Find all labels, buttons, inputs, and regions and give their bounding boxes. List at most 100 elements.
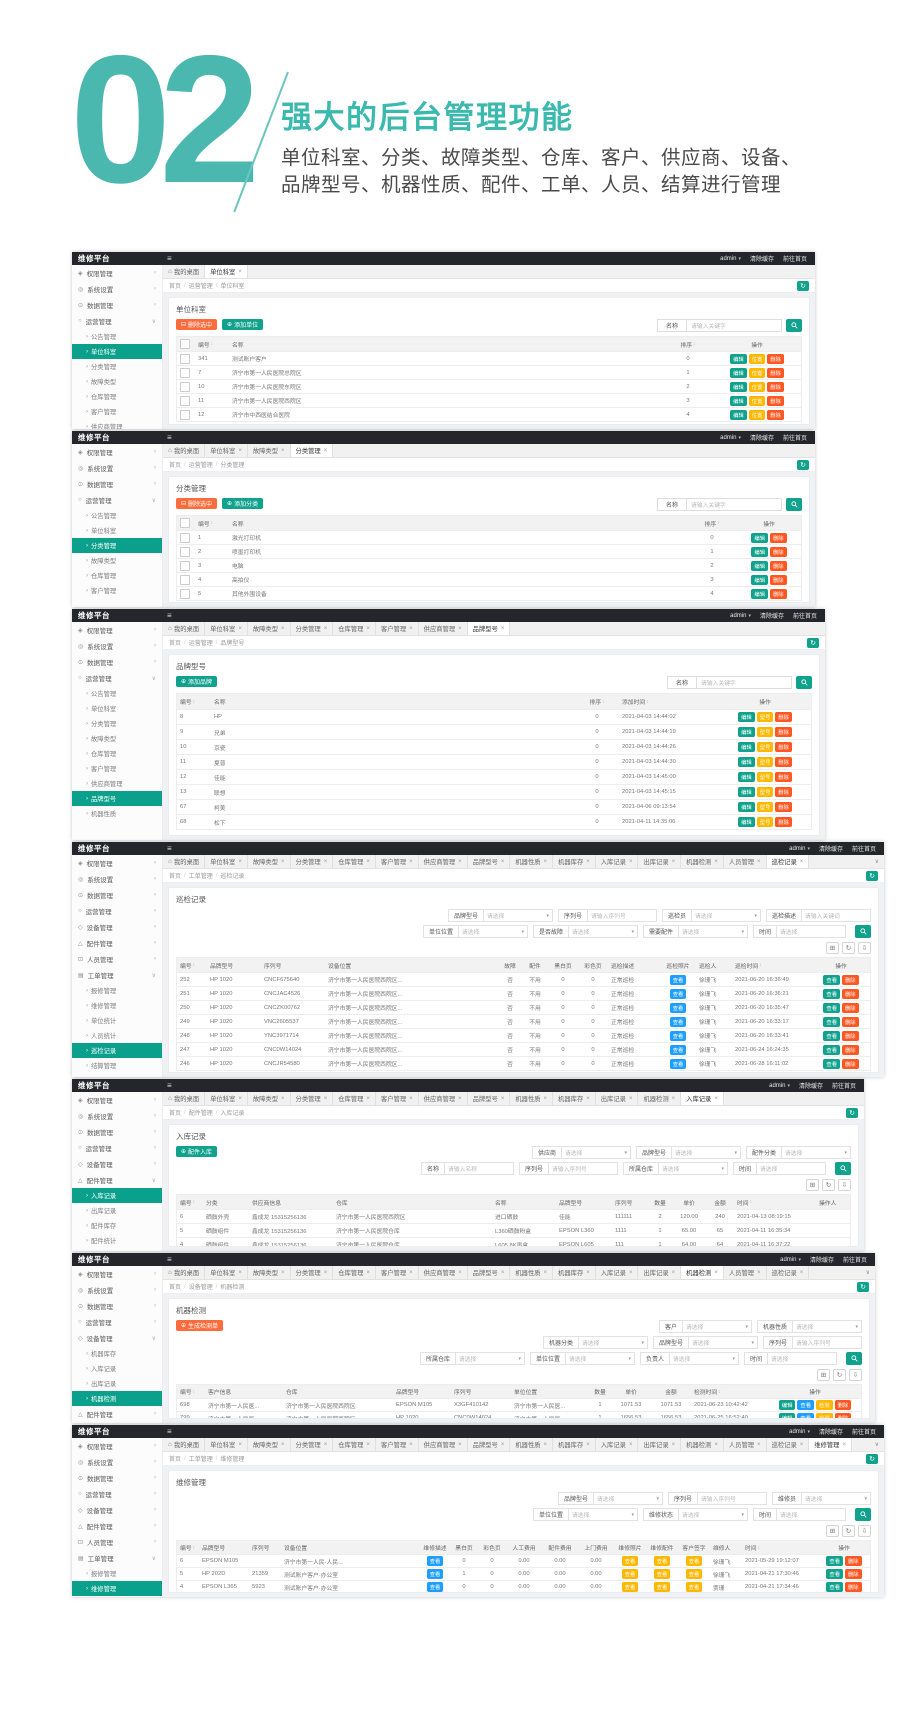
close-tab-icon[interactable]: × (714, 1441, 718, 1448)
toolbar-button[interactable]: ⊟ 删除选中 (176, 498, 218, 509)
filter-input[interactable]: 请选择 (756, 1162, 826, 1175)
view-badge[interactable]: 查看 (621, 1582, 639, 1592)
close-tab-icon[interactable]: × (799, 858, 804, 865)
sidebar-item[interactable]: › 出库记录 (72, 1376, 162, 1391)
sidebar-item[interactable]: › 故障类型 (72, 731, 162, 746)
row-action-button[interactable]: 位置 (748, 367, 766, 378)
sidebar-item[interactable]: › 客户管理 (72, 583, 162, 598)
breadcrumb-item[interactable]: 首页 (169, 874, 182, 880)
sidebar-item[interactable]: ○ 运营管理 ‹ (72, 1486, 162, 1502)
tab[interactable]: 单位科室 × (205, 265, 248, 278)
row-action-button[interactable]: 删除 (842, 1030, 859, 1041)
filter-input[interactable]: 请输入关键词 (801, 909, 871, 922)
close-tab-icon[interactable]: × (238, 858, 242, 865)
tabs-overflow-icon[interactable]: ∨ (874, 859, 879, 865)
sidebar-item[interactable]: ▤ 工单管理 ∨ (72, 967, 162, 983)
export-button[interactable]: ⇩ (838, 1179, 851, 1191)
tab[interactable]: 分类管理 × (290, 444, 334, 457)
breadcrumb-item[interactable]: 配件管理 (188, 1111, 213, 1117)
row-action-button[interactable]: 查看 (823, 988, 840, 999)
sidebar-item[interactable]: ◎ 系统设置 ‹ (72, 460, 162, 476)
search-button[interactable] (786, 498, 802, 511)
sidebar-item[interactable]: › 维修管理 (72, 998, 162, 1013)
close-tab-icon[interactable]: × (238, 625, 242, 632)
clear-cache-link[interactable]: 清除缓存 (818, 1430, 843, 1436)
row-action-button[interactable]: 删除 (767, 367, 784, 378)
go-home-link[interactable]: 前往首页 (842, 1258, 867, 1264)
close-tab-icon[interactable]: × (757, 1441, 761, 1448)
tab[interactable]: ⌂ 我的桌面 (163, 1266, 206, 1279)
sort-icon[interactable]: ↕ (192, 1544, 196, 1551)
user-menu[interactable]: admin ▾ (789, 846, 810, 852)
breadcrumb-item[interactable]: 首页 (169, 641, 182, 647)
view-badge[interactable]: 查看 (426, 1569, 444, 1579)
reload-button[interactable]: ↻ (822, 1179, 835, 1191)
sidebar-item[interactable]: › 分类管理 (72, 359, 162, 374)
tab[interactable]: ⌂ 我的桌面 (163, 1438, 206, 1451)
sidebar-item[interactable]: › 机器库存 (72, 1346, 162, 1361)
sort-icon[interactable]: ↕ (192, 698, 196, 705)
view-badge[interactable]: 查看 (653, 1556, 671, 1566)
sidebar-item[interactable]: ›单位统计 (72, 1013, 162, 1028)
tab[interactable]: 分类管理 × (290, 855, 334, 868)
sidebar-item[interactable]: ◇ 设备管理 ∨ (72, 1330, 162, 1346)
row-action-button[interactable]: 编辑 (738, 817, 755, 827)
close-tab-icon[interactable]: × (799, 1441, 804, 1448)
row-action-button[interactable]: 删除 (834, 1413, 852, 1418)
tab[interactable]: 品牌型号 × (467, 622, 511, 635)
sort-icon[interactable]: ↕ (759, 962, 762, 968)
tab[interactable]: 分类管理 × (290, 1092, 334, 1105)
tab[interactable]: ⌂ 我的桌面 (163, 855, 206, 868)
filter-select[interactable]: 请选择 ▾ (577, 1336, 648, 1349)
sort-icon[interactable]: ↕ (210, 520, 214, 526)
filter-select[interactable]: 请选择 ▾ (801, 1492, 871, 1505)
filter-select[interactable]: 请选择 ▾ (564, 1352, 635, 1365)
close-tab-icon[interactable]: × (409, 1095, 413, 1102)
tab[interactable]: 故障类型 × (247, 444, 291, 457)
breadcrumb-item[interactable]: 运营管理 (188, 463, 213, 469)
row-action-button[interactable]: 删除 (775, 742, 792, 752)
row-action-button[interactable]: 删除 (770, 574, 787, 585)
row-action-button[interactable]: 编辑 (738, 712, 755, 722)
search-input[interactable]: 请输入关键字 (686, 319, 782, 332)
sidebar-item[interactable]: ⊙ 数据管理 ‹ (72, 1470, 162, 1486)
row-action-button[interactable]: 位置 (748, 353, 766, 364)
toolbar-button[interactable]: ⊕ 生成检测单 (176, 1320, 224, 1331)
export-button[interactable]: ⇩ (849, 1369, 862, 1381)
row-action-button[interactable]: 删除 (842, 974, 859, 985)
filter-input[interactable]: 请选择 (776, 925, 846, 938)
sidebar-item[interactable]: ◈ 权限管理 ‹ (72, 622, 162, 638)
filter-select[interactable]: 请选择 ▾ (457, 925, 528, 938)
row-action-button[interactable]: 编辑 (738, 802, 755, 812)
close-tab-icon[interactable]: × (500, 1095, 505, 1102)
go-home-link[interactable]: 前往首页 (851, 847, 876, 853)
tab[interactable]: 机器性质 × (510, 855, 554, 868)
filter-select[interactable]: 请选择 ▾ (482, 909, 553, 922)
sidebar-item[interactable]: › 故障类型 (72, 374, 162, 389)
sidebar-item[interactable]: › 单位科室 (72, 344, 162, 359)
close-tab-icon[interactable]: × (586, 1441, 590, 1448)
close-tab-icon[interactable]: × (238, 447, 242, 454)
row-checkbox[interactable] (180, 546, 190, 557)
view-badge[interactable]: 查看 (669, 1002, 687, 1013)
close-tab-icon[interactable]: × (500, 1269, 505, 1276)
user-menu[interactable]: admin ▾ (769, 1083, 790, 1089)
breadcrumb-item[interactable]: 工单管理 (188, 874, 213, 880)
sidebar-item[interactable]: ◎ 系统设置 ‹ (72, 281, 162, 297)
close-tab-icon[interactable]: × (409, 858, 413, 865)
filter-input[interactable]: 请输入序列号 (792, 1336, 862, 1349)
close-tab-icon[interactable]: × (281, 447, 285, 454)
row-checkbox[interactable] (180, 560, 190, 571)
row-action-button[interactable]: 查看 (823, 1044, 840, 1055)
sidebar-item[interactable]: › 入库记录 (72, 1361, 162, 1376)
sidebar-item[interactable]: › 巡检记录 (72, 1043, 162, 1058)
tab[interactable]: 入库记录 × (595, 1438, 639, 1451)
sidebar-item[interactable]: ⊙ 数据管理 ‹ (72, 887, 162, 903)
filter-select[interactable]: 请选择 ▾ (567, 925, 638, 938)
close-tab-icon[interactable]: × (323, 447, 328, 454)
toolbar-button[interactable]: ⊕ 添加品牌 (176, 676, 218, 687)
sidebar-item[interactable]: › 仓库管理 (72, 389, 162, 404)
toolbar-button[interactable]: ⊕ 添加分类 (222, 498, 264, 509)
view-badge[interactable]: 查看 (669, 1016, 687, 1027)
sidebar-item[interactable]: ○ 运营管理 ∨ (72, 670, 162, 686)
